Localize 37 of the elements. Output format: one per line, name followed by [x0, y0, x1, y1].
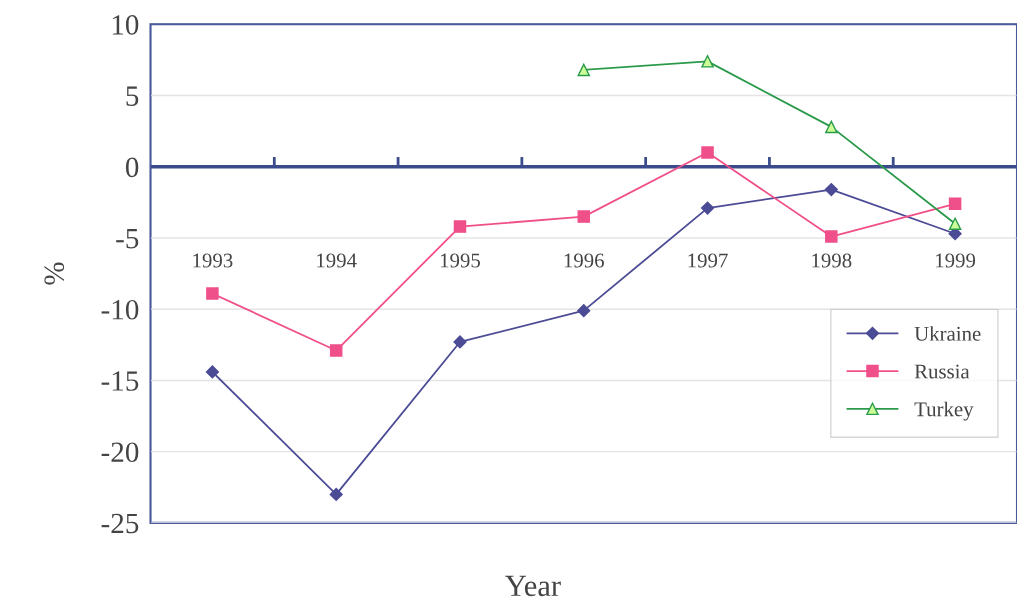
- point: [948, 217, 962, 230]
- point: [577, 210, 591, 223]
- point: [577, 304, 591, 318]
- point: [205, 365, 219, 379]
- point: [948, 197, 962, 211]
- legend-label: Ukraine: [914, 326, 981, 341]
- x-tick-label: 1997: [688, 253, 728, 268]
- point: [453, 335, 467, 349]
- y-tick-label: -5: [116, 229, 139, 249]
- point: [206, 287, 219, 300]
- point: [329, 487, 343, 501]
- x-tick-label: 1994: [317, 253, 357, 268]
- y-tick-label: 5: [126, 86, 139, 106]
- y-tick-label: 10: [112, 15, 139, 35]
- point: [453, 220, 467, 233]
- y-tick-label: -25: [101, 513, 139, 534]
- y-tick-label: -20: [101, 442, 139, 463]
- point: [329, 344, 343, 357]
- point: [824, 182, 838, 197]
- x-tick-label: 1998: [812, 253, 852, 268]
- x-axis-title: Year: [505, 575, 561, 597]
- point: [701, 55, 714, 68]
- point: [700, 201, 715, 215]
- x-tick-label: 1993: [193, 253, 233, 268]
- y-tick-label: -10: [101, 299, 139, 320]
- y-tick-label: -15: [101, 371, 139, 391]
- point: [577, 63, 591, 77]
- x-tick-label: 1996: [564, 253, 604, 268]
- point: [701, 146, 714, 159]
- y-axis-title: %: [44, 262, 65, 285]
- point: [825, 230, 838, 243]
- legend-label: Turkey: [914, 401, 974, 421]
- x-tick-label: 1999: [936, 253, 976, 268]
- legend-label: Russia: [914, 364, 970, 379]
- point: [825, 120, 838, 134]
- x-tick-label: 1995: [440, 253, 480, 268]
- y-tick-label: 0: [125, 157, 139, 178]
